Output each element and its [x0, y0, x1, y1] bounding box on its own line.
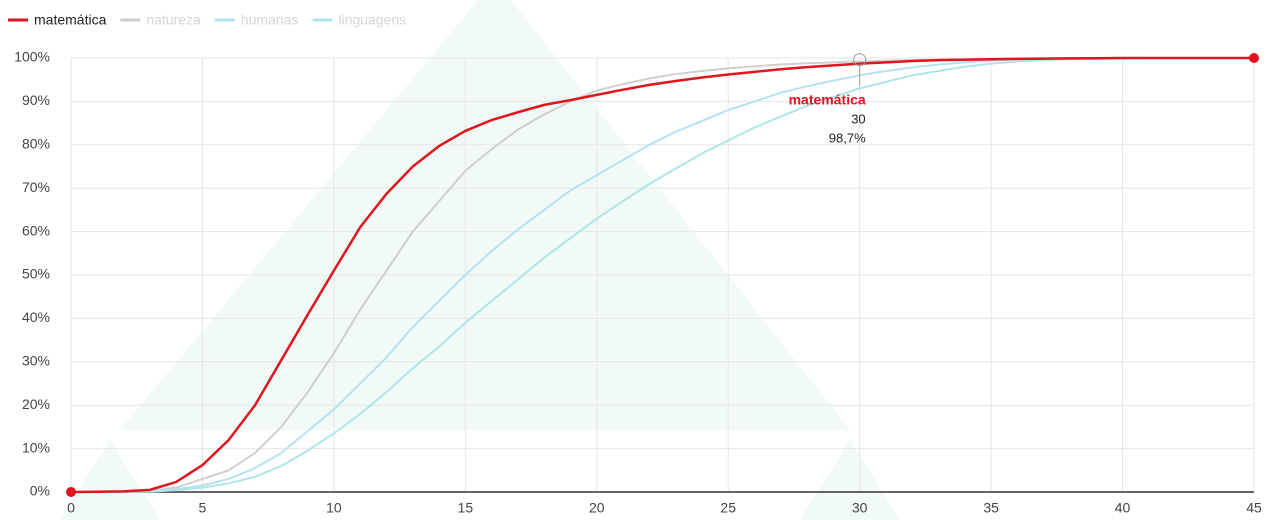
x-tick-label: 30 [852, 500, 868, 516]
series-line [70, 56, 1254, 494]
y-tick-label: 20% [22, 396, 50, 412]
tooltip-series: matemática [789, 92, 866, 108]
tooltip-marker [853, 53, 867, 67]
x-tick-label: 0 [67, 500, 75, 516]
x-tick-label: 45 [1246, 500, 1262, 516]
y-tick-label: 30% [22, 353, 50, 369]
background-decoration [120, 0, 850, 430]
end-point [1249, 53, 1259, 63]
x-tick-label: 5 [199, 500, 207, 516]
x-tick-label: 15 [458, 500, 474, 516]
x-tick-label: 35 [983, 500, 999, 516]
background-decoration [60, 440, 160, 520]
y-tick-label: 10% [22, 439, 50, 455]
y-tick-label: 90% [22, 92, 50, 108]
y-tick-label: 60% [22, 222, 50, 238]
legend-label[interactable]: linguagens [338, 12, 406, 28]
tooltip-x: 30 [851, 111, 865, 126]
tooltip-value: 98,7% [829, 130, 866, 145]
y-tick-label: 80% [22, 136, 50, 152]
y-tick-label: 0% [30, 483, 50, 499]
legend-label[interactable]: natureza [146, 12, 201, 28]
y-tick-label: 40% [22, 309, 50, 325]
end-point [66, 487, 76, 497]
background-decoration [800, 440, 900, 520]
legend-label[interactable]: matemática [34, 12, 107, 28]
y-tick-label: 100% [14, 49, 50, 65]
x-tick-label: 10 [326, 500, 342, 516]
x-tick-label: 25 [720, 500, 736, 516]
y-tick-label: 50% [22, 266, 50, 282]
y-tick-label: 70% [22, 179, 50, 195]
x-tick-label: 40 [1115, 500, 1131, 516]
legend-label[interactable]: humanas [241, 12, 299, 28]
x-tick-label: 20 [589, 500, 605, 516]
